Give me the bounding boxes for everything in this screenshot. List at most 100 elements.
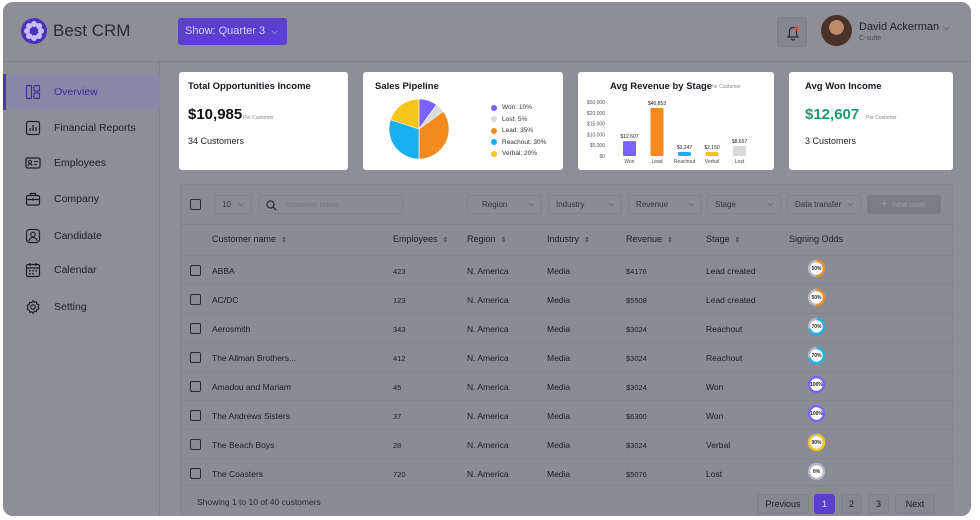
chevron-down-icon: ⌵ <box>608 201 614 208</box>
cell-employees: 28 <box>393 441 402 450</box>
cell-region: N. America <box>467 266 509 276</box>
region-filter[interactable]: Region ⌵ <box>467 195 542 214</box>
table-row[interactable]: Amadou and Mariam 45 N. America Media $3024 W… <box>181 371 954 400</box>
row-checkbox[interactable] <box>190 439 201 450</box>
card-title: Avg Won Income <box>805 81 882 92</box>
legend-label: Won: 10% <box>502 104 532 112</box>
column-stage[interactable]: Stage ⇕ <box>706 234 740 244</box>
notifications-button[interactable] <box>777 17 807 47</box>
page-size-select[interactable]: 10 ⌵ <box>214 195 252 214</box>
column-industry[interactable]: Industry ⇕ <box>547 234 590 244</box>
page-3-button[interactable]: 3 <box>868 494 889 514</box>
sort-icon: ⇕ <box>734 237 741 244</box>
row-checkbox[interactable] <box>190 410 201 421</box>
per-customer-label: Per Customer <box>866 115 897 121</box>
column-customer-name[interactable]: Customer name ⇕ <box>212 234 287 244</box>
bar <box>705 152 719 156</box>
legend-item: Lost: 5% <box>491 114 546 126</box>
signing-odds-value: 70% <box>811 353 822 359</box>
chevron-down-icon: ⌵ <box>271 26 278 36</box>
column-region[interactable]: Region ⇕ <box>467 234 506 244</box>
sidebar-item-label: Setting <box>54 301 87 313</box>
sidebar-item-company[interactable]: Company <box>3 181 160 217</box>
cell-name: The Allman Brothers... <box>212 353 297 363</box>
table-row[interactable]: The Allman Brothers... 412 N. America Media… <box>181 342 954 371</box>
cell-stage: Lead created <box>706 266 756 276</box>
show-quarter-dropdown[interactable]: Show: Quarter 3 ⌵ <box>178 18 287 45</box>
bell-icon <box>786 26 800 41</box>
customers-count: 34 Customers <box>188 136 245 146</box>
select-all-checkbox[interactable] <box>190 199 201 210</box>
cell-region: N. America <box>467 411 509 421</box>
bar <box>733 145 746 156</box>
cell-region: N. America <box>467 469 509 479</box>
sales-pipeline-pie-chart <box>388 98 450 160</box>
sidebar-item-employees[interactable]: Employees <box>3 145 160 181</box>
row-checkbox[interactable] <box>190 323 201 334</box>
legend-label: Verbal: 20% <box>502 150 538 158</box>
sidebar-item-calendar[interactable]: Calendar <box>3 252 160 288</box>
table-row[interactable]: Aerosmith 343 N. America Media $3024 Reachout… <box>181 313 954 342</box>
next-page-button[interactable]: Next <box>895 494 935 514</box>
page-2-button[interactable]: 2 <box>841 494 862 514</box>
layout-icon <box>25 84 41 100</box>
sidebar-item-candidate[interactable]: Candidate <box>3 218 160 254</box>
table-row[interactable]: ABBA 423 N. America Media $4176 Lead created 5… <box>181 255 954 284</box>
sidebar-item-setting[interactable]: Setting <box>3 289 160 325</box>
cell-stage: Won <box>706 411 724 421</box>
legend-swatch <box>491 127 497 134</box>
app-window: Best CRM Show: Quarter 3 ⌵ David Ackerma… <box>3 2 971 516</box>
data-transfer-filter[interactable]: Data transfer ⌵ <box>787 195 861 214</box>
bar-data-label: $2,150 <box>704 145 720 151</box>
new-user-button[interactable]: + new user <box>867 195 941 214</box>
main-content: Total Opportunities Income $10,985 Per C… <box>160 62 971 516</box>
plus-icon: + <box>881 198 888 210</box>
cell-employees: 343 <box>393 325 406 334</box>
stage-filter[interactable]: Stage ⌵ <box>707 195 781 214</box>
previous-page-button[interactable]: Previous <box>757 494 809 514</box>
industry-filter[interactable]: Industry ⌵ <box>548 195 622 214</box>
signing-odds-ring <box>807 375 826 394</box>
revenue-filter[interactable]: Revenue ⌵ <box>628 195 702 214</box>
table-header: Customer name ⇕ Employees ⇕ Region ⇕ Indust… <box>181 225 954 255</box>
table-row[interactable]: The Coasters 720 N. America Media $5076 Lost 0… <box>181 458 954 487</box>
chart-icon <box>25 120 41 136</box>
table-row[interactable]: The Andrews Sisters 37 N. America Media $630… <box>181 400 954 429</box>
sort-icon: ⇕ <box>584 237 590 244</box>
user-name: David Ackerman <box>859 21 940 33</box>
cell-name: The Beach Boys <box>212 440 275 450</box>
row-checkbox[interactable] <box>190 294 201 305</box>
sidebar-item-financial-reports[interactable]: Financial Reports <box>3 110 160 146</box>
user-menu-chevron-icon[interactable]: ⌵ <box>943 22 950 32</box>
customer-search-input[interactable]: Customer Name <box>259 195 403 214</box>
cell-employees: 37 <box>393 412 402 421</box>
cell-employees: 45 <box>393 383 402 392</box>
cell-stage: Verbal <box>706 440 731 450</box>
column-label: Signing Odds <box>789 234 844 244</box>
avatar[interactable] <box>821 15 852 46</box>
column-employees[interactable]: Employees ⇕ <box>393 234 448 244</box>
won-value: $12,607 <box>805 106 860 123</box>
y-tick-label: $0 <box>599 154 605 160</box>
table-row[interactable]: AC/DC 123 N. America Media $5508 Lead created… <box>181 284 954 313</box>
column-label: Region <box>467 234 496 244</box>
cell-industry: Media <box>547 440 571 450</box>
sort-icon: ⇕ <box>442 237 449 244</box>
row-checkbox[interactable] <box>190 352 201 363</box>
chevron-down-icon: ⌵ <box>238 201 244 208</box>
signing-odds-ring <box>807 462 826 481</box>
cell-employees: 123 <box>393 296 406 305</box>
column-revenue[interactable]: Revenue ⇕ <box>626 234 673 244</box>
signing-odds-ring <box>807 317 826 336</box>
row-checkbox[interactable] <box>190 265 201 276</box>
y-tick-label: $10,000 <box>587 132 605 138</box>
column-label: Revenue <box>626 234 663 244</box>
row-checkbox[interactable] <box>190 381 201 392</box>
row-checkbox[interactable] <box>190 468 201 479</box>
filter-label: Revenue <box>636 200 669 209</box>
signing-odds-ring <box>807 346 826 365</box>
sidebar-item-overview[interactable]: Overview <box>3 74 160 110</box>
page-1-button[interactable]: 1 <box>814 494 835 514</box>
legend-swatch <box>491 104 497 111</box>
table-row[interactable]: The Beach Boys 28 N. America Media $3024 Verb… <box>181 429 954 458</box>
